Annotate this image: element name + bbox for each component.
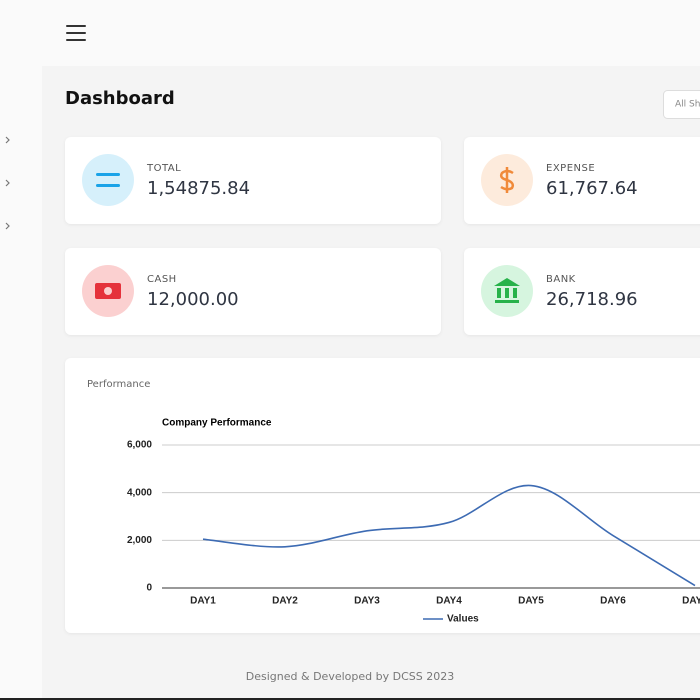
dollar-icon [499, 167, 515, 193]
stat-card [464, 137, 700, 224]
menu-button[interactable] [66, 25, 86, 41]
bottom-border [0, 698, 700, 700]
x-tick-label: DAY7 [682, 596, 700, 607]
icon-bar [96, 184, 120, 187]
top-bar [0, 0, 700, 66]
stat-label: BANK [546, 274, 576, 285]
performance-card [65, 358, 700, 633]
icon-bar [96, 173, 120, 176]
stat-card [464, 248, 700, 335]
series-line [202, 484, 696, 587]
sidebar-chevrons[interactable] [5, 136, 10, 230]
y-tick-label: 6,000 [127, 440, 152, 451]
x-tick-label: DAY5 [518, 596, 544, 607]
stat-value: 61,767.64 [546, 178, 638, 199]
chart-title: Company Performance [162, 418, 272, 429]
cash-icon-dot [104, 287, 112, 295]
x-tick-label: DAY4 [436, 596, 462, 607]
stat-label: TOTAL [146, 163, 181, 174]
stat-card [65, 248, 441, 335]
stat-label: CASH [147, 274, 177, 285]
y-tick-label: 4,000 [127, 487, 152, 498]
stat-icon [82, 154, 134, 206]
stat-value: 26,718.96 [546, 289, 638, 310]
x-tick-label: DAY2 [272, 596, 298, 607]
y-tick-label: 0 [146, 583, 152, 594]
x-tick-label: DAY1 [190, 596, 216, 607]
stat-value: 12,000.00 [147, 289, 239, 310]
stat-value: 1,54875.84 [147, 178, 250, 199]
filter-dropdown[interactable] [663, 90, 700, 119]
footer: Designed & Developed by DCSS 2023 [246, 670, 454, 683]
legend-label: Values [447, 614, 479, 625]
bank-icon [494, 278, 520, 303]
y-tick-label: 2,000 [127, 535, 152, 546]
sidebar [0, 0, 42, 700]
filter-text: All Sh [675, 100, 700, 110]
stat-card [65, 137, 441, 224]
stat-label: EXPENSE [546, 163, 595, 174]
card-title: Performance [87, 379, 150, 390]
x-tick-label: DAY6 [600, 596, 626, 607]
page-title: Dashboard [65, 88, 175, 109]
x-tick-label: DAY3 [354, 596, 380, 607]
